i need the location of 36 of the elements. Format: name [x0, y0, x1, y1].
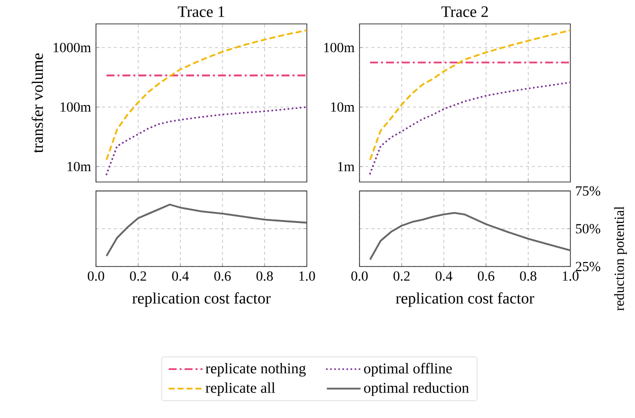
line-series — [369, 212, 570, 261]
x-tick-label: 0.2 — [394, 272, 410, 281]
legend-label: replicate all — [206, 382, 276, 396]
x-tick-label: 0.6 — [214, 272, 231, 281]
y-axis-title: reduction potential — [614, 206, 627, 311]
y-axis-title: transfer volume — [32, 54, 43, 154]
chart-title: Trace 2 — [441, 6, 488, 18]
legend-label: optimal offline — [364, 363, 452, 377]
line-series — [369, 30, 570, 161]
y-tick-label: 50% — [576, 224, 600, 234]
x-axis-title: replication cost factor — [396, 292, 534, 308]
chart-title: Trace 1 — [178, 6, 224, 18]
y-tick-label: 1m — [338, 162, 354, 172]
x-tick-label: 0.6 — [478, 272, 494, 281]
y-tick-label: 75% — [576, 186, 600, 196]
legend-label: replicate nothing — [206, 363, 306, 377]
line-series — [106, 106, 307, 176]
x-tick-label: 1.0 — [299, 272, 315, 281]
x-tick-label: 0.2 — [130, 272, 146, 281]
y-tick-label: 100m — [324, 43, 354, 52]
x-tick-label: 0.0 — [88, 272, 104, 281]
y-tick-label: 1000m — [54, 43, 91, 52]
x-tick-label: 0.8 — [520, 272, 536, 281]
x-tick-label: 1.0 — [562, 272, 579, 281]
line-series — [106, 30, 307, 161]
y-tick-label: 25% — [576, 262, 600, 272]
x-tick-label: 0.4 — [172, 272, 189, 281]
x-tick-label: 0.4 — [436, 272, 452, 281]
x-tick-label: 0.0 — [351, 272, 368, 281]
y-tick-label: 10m — [331, 102, 354, 112]
text: optimal reduction — [364, 382, 469, 396]
x-tick-label: 0.8 — [256, 272, 273, 281]
y-tick-label: 100m — [60, 102, 91, 112]
x-axis-title: replication cost factor — [132, 292, 271, 308]
y-tick-label: 10m — [68, 162, 91, 172]
line-series — [369, 82, 570, 175]
